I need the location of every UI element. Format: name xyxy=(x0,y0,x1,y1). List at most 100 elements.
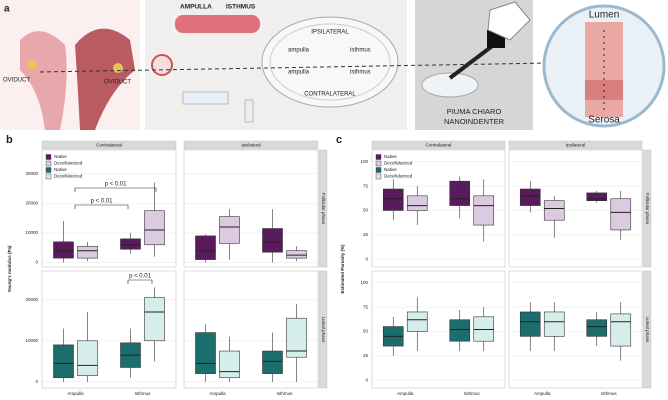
box xyxy=(586,192,608,201)
legend-swatch xyxy=(375,160,382,167)
legend-label: Native xyxy=(54,167,67,172)
box xyxy=(262,350,283,374)
legend-label: Native xyxy=(384,167,397,172)
row-label: Luteal phase xyxy=(321,317,326,343)
legend-label: Decellularized xyxy=(54,174,83,179)
bracket xyxy=(127,279,153,284)
legend-swatch xyxy=(45,167,52,173)
legend-swatch xyxy=(45,160,52,167)
label: OVIDUCT xyxy=(3,78,30,84)
strip xyxy=(508,140,643,150)
strip xyxy=(371,140,506,150)
box xyxy=(586,319,608,337)
y-tick-label: 25 xyxy=(363,232,369,237)
legend-swatch xyxy=(375,173,382,180)
label: Serosa xyxy=(588,115,620,126)
column-label: Contralateral xyxy=(426,143,452,148)
box xyxy=(406,195,428,211)
box xyxy=(473,195,495,226)
box xyxy=(286,317,307,358)
legend-swatch xyxy=(45,173,52,180)
annotation: p < 0.01 xyxy=(129,274,152,280)
x-tick-label: Isthmus xyxy=(601,391,618,396)
petri-inner xyxy=(269,23,391,101)
box xyxy=(610,313,632,347)
panel-label: a xyxy=(4,4,10,15)
strip xyxy=(41,140,177,150)
label: AMPULLA xyxy=(180,4,212,11)
box xyxy=(219,216,240,244)
label: ISTHMUS xyxy=(226,4,256,11)
legend-swatch xyxy=(375,154,382,160)
y-tick-label: 30000 xyxy=(25,171,38,176)
sample-dish xyxy=(421,72,479,98)
axis-title: Young's modulus (Pa) xyxy=(7,245,12,292)
column-label: Contralateral xyxy=(96,143,122,148)
ovary xyxy=(27,60,37,70)
uterus-left xyxy=(20,31,67,130)
row-label: Follicular phase xyxy=(321,193,326,225)
legend-label: Decellularized xyxy=(384,174,413,179)
y-tick-label: 0 xyxy=(365,377,368,382)
y-tick-label: 20000 xyxy=(25,297,38,302)
row-label: Luteal phase xyxy=(645,317,650,343)
panel-label: b xyxy=(6,134,13,146)
label: isthmus xyxy=(350,70,371,76)
panel-frame xyxy=(508,149,643,268)
legend-label: Native xyxy=(384,154,397,159)
box xyxy=(543,311,565,337)
annotation: p < 0.01 xyxy=(105,182,128,188)
box xyxy=(195,332,216,374)
label: PIUMA CHIARO xyxy=(447,107,502,116)
box xyxy=(406,311,428,332)
box xyxy=(449,180,471,206)
y-tick-label: 0 xyxy=(35,260,38,265)
box xyxy=(120,238,141,250)
label: OVIDUCT xyxy=(104,80,131,86)
legend-label: Decellularized xyxy=(54,161,83,166)
bracket xyxy=(74,187,157,192)
x-tick-label: Isthmus xyxy=(135,391,152,396)
panel-frame xyxy=(508,270,643,389)
legend-swatch xyxy=(375,167,382,173)
box xyxy=(262,228,283,253)
legend-label: Decellularized xyxy=(384,161,413,166)
x-tick-label: Ampulla xyxy=(397,391,414,396)
y-tick-label: 25 xyxy=(363,353,369,358)
box xyxy=(144,297,165,342)
box xyxy=(382,188,404,211)
box xyxy=(519,188,541,206)
box xyxy=(286,250,307,259)
flow-line xyxy=(39,61,606,73)
box xyxy=(449,319,471,342)
vial xyxy=(244,99,254,123)
box xyxy=(77,340,98,376)
box xyxy=(543,200,565,221)
box xyxy=(195,235,216,260)
box xyxy=(519,311,541,337)
label: CONTRALATERAL xyxy=(304,92,356,98)
instrument-light xyxy=(487,1,531,41)
box xyxy=(219,350,240,379)
box xyxy=(610,198,632,231)
ovary xyxy=(113,63,123,73)
annotation: p < 0.01 xyxy=(91,199,114,205)
box xyxy=(53,241,74,259)
row-strip xyxy=(318,149,328,268)
petri-dish xyxy=(261,16,399,108)
y-tick-label: 75 xyxy=(363,304,369,309)
panel-frame xyxy=(371,270,506,389)
column-label: Ipsilateral xyxy=(241,143,260,148)
legend-swatch xyxy=(45,154,52,160)
illustration xyxy=(0,0,666,130)
uterus-right xyxy=(75,28,135,130)
legend-label: Native xyxy=(54,154,67,159)
panel-frame xyxy=(183,149,319,268)
x-tick-label: Ampulla xyxy=(209,391,226,396)
row-strip xyxy=(642,270,652,389)
label: IPSILATERAL xyxy=(311,30,349,36)
column-label: Ipsilateral xyxy=(566,143,585,148)
panel-frame xyxy=(371,149,506,268)
y-tick-label: 75 xyxy=(363,183,369,188)
label: NANOINDENTER xyxy=(444,117,505,126)
